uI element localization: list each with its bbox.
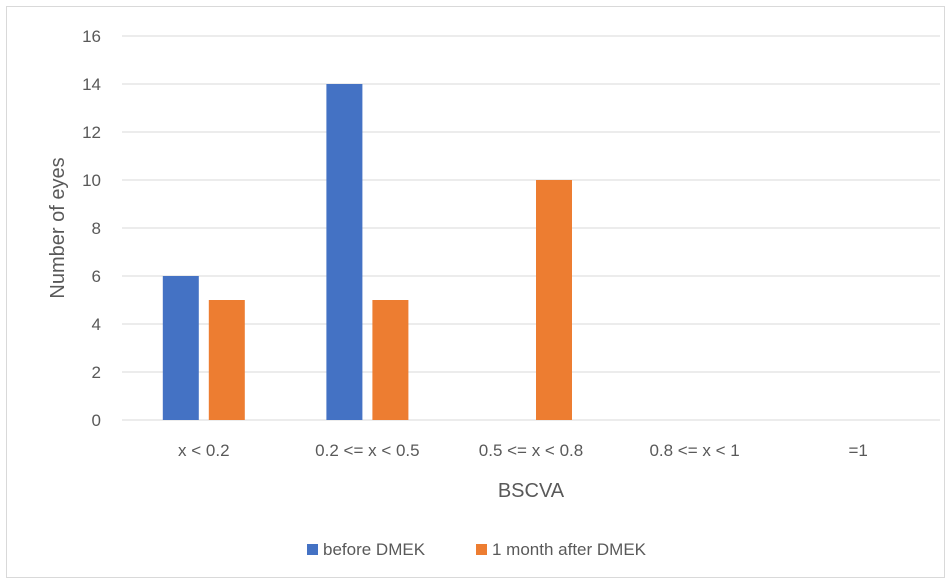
bar-before — [326, 84, 363, 420]
y-tick-label: 10 — [82, 171, 101, 190]
y-tick-label: 0 — [92, 411, 101, 430]
legend-label-after: 1 month after DMEK — [492, 540, 647, 559]
legend-label-before: before DMEK — [323, 540, 426, 559]
bar-after — [372, 300, 409, 420]
bars — [162, 84, 572, 420]
x-tick-label: =1 — [849, 441, 868, 460]
legend: before DMEK 1 month after DMEK — [307, 540, 647, 559]
x-tick-label: x < 0.2 — [178, 441, 230, 460]
y-tick-label: 8 — [92, 219, 101, 238]
y-tick-label: 14 — [82, 75, 101, 94]
bar-after — [208, 300, 245, 420]
chart-frame — [6, 6, 945, 578]
x-axis-title: BSCVA — [498, 480, 565, 502]
y-tick-label: 16 — [82, 27, 101, 46]
legend-swatch-after — [476, 544, 487, 555]
x-tick-label: 0.5 <= x < 0.8 — [479, 441, 583, 460]
y-tick-label: 4 — [92, 315, 101, 334]
x-tick-label: 0.2 <= x < 0.5 — [315, 441, 419, 460]
bar-before — [162, 276, 199, 420]
legend-swatch-before — [307, 544, 318, 555]
bar-after — [536, 180, 572, 420]
gridlines — [122, 35, 940, 421]
x-axis-ticks: x < 0.2 0.2 <= x < 0.5 0.5 <= x < 0.8 0.8 <… — [178, 441, 868, 460]
y-tick-label: 12 — [82, 123, 101, 142]
y-axis-title: Number of eyes — [47, 157, 69, 298]
y-tick-label: 6 — [92, 267, 101, 286]
y-axis-ticks: 0 2 4 6 8 10 12 14 16 — [82, 27, 101, 430]
x-tick-label: 0.8 <= x < 1 — [649, 441, 739, 460]
y-tick-label: 2 — [92, 363, 101, 382]
